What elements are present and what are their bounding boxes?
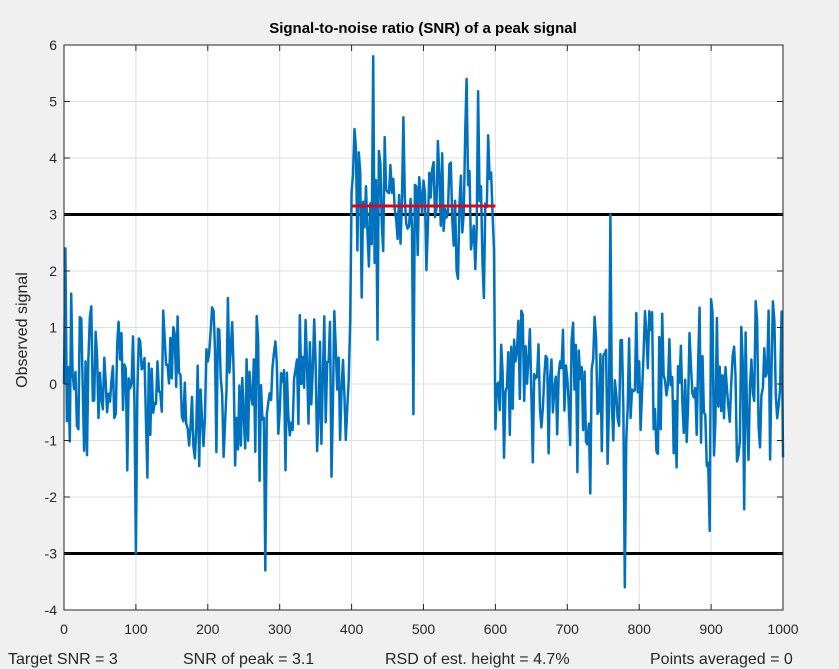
footer-snr-peak: SNR of peak = 3.1 <box>183 651 314 668</box>
y-tick-label: 5 <box>49 94 57 110</box>
x-tick-label: 900 <box>699 621 723 637</box>
x-tick-label: 500 <box>412 621 436 637</box>
y-tick-label: 3 <box>49 207 57 223</box>
x-tick-label: 1000 <box>767 621 798 637</box>
y-tick-label: -2 <box>45 489 58 505</box>
x-tick-label: 200 <box>196 621 220 637</box>
reference-lines <box>64 213 783 555</box>
x-tick-label: 400 <box>340 621 364 637</box>
x-tick-label: 700 <box>556 621 580 637</box>
x-tick-label: 100 <box>124 621 148 637</box>
y-ticks: 6 5 4 3 2 1 0 -1 -2 -3 -4 <box>45 37 783 618</box>
y-tick-label: 0 <box>49 376 57 392</box>
y-tick-label: -4 <box>45 602 58 618</box>
y-tick-label: 4 <box>49 150 57 166</box>
y-tick-label: -3 <box>45 546 58 562</box>
y-tick-label: -1 <box>45 433 58 449</box>
footer-rsd: RSD of est. height = 4.7% <box>385 651 570 668</box>
y-tick-label: 6 <box>49 37 57 53</box>
y-axis-label: Observed signal <box>14 272 31 388</box>
y-tick-label: 2 <box>49 263 57 279</box>
x-tick-label: 300 <box>268 621 292 637</box>
y-tick-label: 1 <box>49 320 57 336</box>
chart-title: Signal-to-noise ratio (SNR) of a peak si… <box>269 20 577 37</box>
footer-points-averaged: Points averaged = 0 <box>650 651 793 668</box>
x-tick-label: 800 <box>628 621 652 637</box>
series-line <box>62 55 785 589</box>
x-tick-label: 0 <box>60 621 68 637</box>
footer-target-snr: Target SNR = 3 <box>8 651 118 668</box>
x-ticks: 0 100 200 300 400 500 600 700 800 900 1000 <box>60 45 799 637</box>
x-tick-label: 600 <box>484 621 508 637</box>
